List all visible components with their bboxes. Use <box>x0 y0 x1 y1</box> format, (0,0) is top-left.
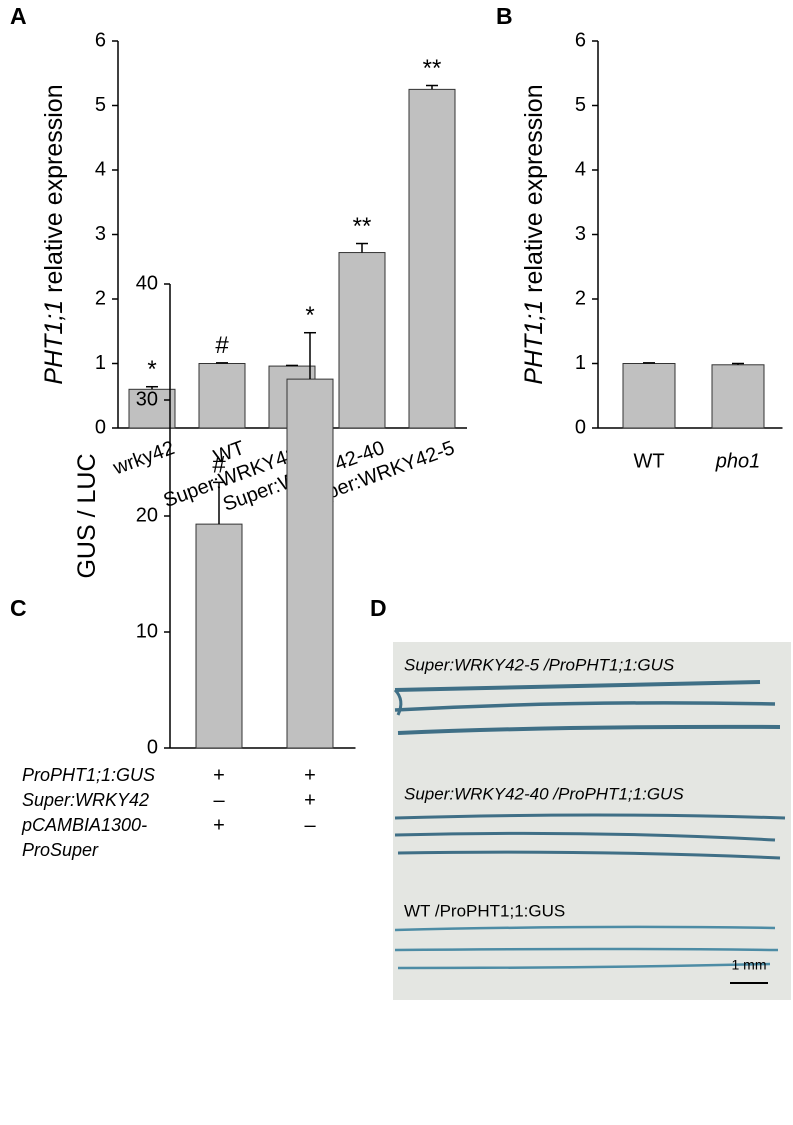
root-image <box>393 642 791 1000</box>
bar <box>711 364 765 429</box>
y-tick-label: 2 <box>95 287 106 309</box>
bar <box>198 363 246 429</box>
annotation: * <box>305 302 314 329</box>
y-axis-label-text: relative expression <box>40 84 68 292</box>
image-background <box>393 642 791 1000</box>
treatment-cell: + <box>304 789 316 811</box>
image-label: Super:WRKY42-40 /ProPHT1;1:GUS <box>404 784 684 803</box>
y-axis-label: PHT1;1 relative expression <box>40 84 68 384</box>
x-tick-label: wrky42 <box>110 437 178 480</box>
y-tick-label: 5 <box>95 94 106 116</box>
annotation: ** <box>353 213 372 240</box>
y-axis-label: PHT1;1 relative expression <box>520 84 548 384</box>
treatment-cell: + <box>213 764 225 786</box>
treatment-cell: + <box>304 764 316 786</box>
y-tick-label: 1 <box>575 352 586 374</box>
y-tick-label: 20 <box>136 504 158 526</box>
y-axis-label-gene: PHT1;1 <box>520 300 548 385</box>
bar <box>286 378 334 749</box>
y-tick-label: 3 <box>575 223 586 245</box>
y-tick-label: 0 <box>147 736 158 758</box>
y-axis-label-gene: PHT1;1 <box>40 300 68 385</box>
scale-bar-label: 1 mm <box>732 957 767 973</box>
image-label: Super:WRKY42-5 /ProPHT1;1:GUS <box>404 655 675 674</box>
treatment-label: ProSuper <box>22 840 99 860</box>
y-tick-label: 0 <box>95 416 106 438</box>
panel-letter: C <box>10 595 27 621</box>
y-tick-label: 2 <box>575 287 586 309</box>
y-tick-label: 40 <box>136 272 158 294</box>
y-tick-label: 0 <box>575 416 586 438</box>
y-tick-label: 5 <box>575 94 586 116</box>
y-tick-label: 4 <box>575 158 586 180</box>
annotation: ** <box>423 55 442 82</box>
y-axis-label: GUS / LUC <box>73 453 101 578</box>
treatment-cell: – <box>213 789 225 811</box>
treatment-label: ProPHT1;1:GUS <box>22 765 155 785</box>
annotation: # <box>212 452 226 479</box>
bar <box>195 523 243 749</box>
annotation: # <box>215 332 229 359</box>
panel-letter: D <box>370 595 387 621</box>
treatment-label: Super:WRKY42 <box>22 790 149 810</box>
bar <box>128 388 176 429</box>
bar <box>408 88 456 429</box>
roots <box>393 680 786 970</box>
y-tick-label: 6 <box>95 29 106 51</box>
treatment-cell: + <box>213 814 225 836</box>
x-tick-label: pho1 <box>715 450 761 472</box>
y-axis-label-text: GUS / LUC <box>73 453 101 578</box>
x-tick-label: WT <box>633 450 664 472</box>
annotation: * <box>147 356 156 383</box>
y-axis-label-text: relative expression <box>520 84 548 292</box>
treatment-label: pCAMBIA1300- <box>21 815 147 835</box>
y-tick-label: 10 <box>136 620 158 642</box>
panel-letter: A <box>10 3 27 29</box>
image-label: WT /ProPHT1;1:GUS <box>404 901 565 920</box>
y-tick-label: 6 <box>575 29 586 51</box>
panel-letter: B <box>496 3 513 29</box>
bar <box>622 363 676 429</box>
y-tick-label: 3 <box>95 223 106 245</box>
bar <box>338 252 386 429</box>
y-tick-label: 30 <box>136 388 158 410</box>
treatment-cell: – <box>304 814 316 836</box>
y-tick-label: 1 <box>95 352 106 374</box>
y-tick-label: 4 <box>95 158 106 180</box>
